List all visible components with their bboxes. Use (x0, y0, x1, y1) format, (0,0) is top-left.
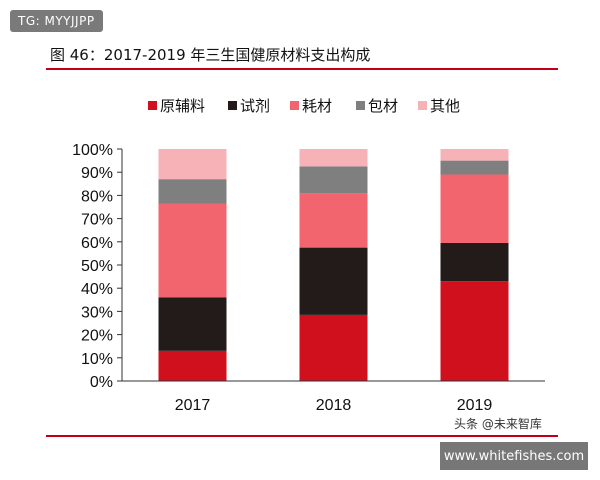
bar-segment (299, 314, 368, 381)
chart-title: 图 46：2017-2019 年三生国健原材料支出构成 (50, 46, 371, 64)
site-badge: www.whitefishes.com (440, 442, 588, 470)
y-tick-label: 20% (81, 328, 113, 345)
bar-segment (158, 297, 227, 351)
legend-swatch (228, 101, 237, 110)
bar-segment (299, 193, 368, 248)
bar-segment (440, 160, 509, 175)
y-tick-label: 70% (81, 212, 113, 229)
bar-segment (158, 350, 227, 381)
y-tick-label: 0% (90, 374, 113, 391)
bar-segment (440, 174, 509, 243)
tg-badge: TG: MYYJJPP (10, 10, 103, 32)
y-tick-label: 100% (72, 142, 113, 159)
bottom-rule (46, 435, 558, 437)
legend-label: 原辅料 (160, 97, 205, 115)
bar-segment (158, 179, 227, 204)
y-tick-label: 40% (81, 281, 113, 298)
legend-label: 其他 (430, 97, 460, 115)
x-tick-label: 2018 (316, 397, 352, 414)
bar-segment (440, 242, 509, 282)
bar-segment (299, 247, 368, 315)
legend-swatch (356, 101, 365, 110)
bar-segment (440, 149, 509, 161)
legend: 原辅料 试剂 耗材 包材 其他 (148, 97, 460, 115)
y-tick-label: 80% (81, 188, 113, 205)
y-tick-label: 10% (81, 351, 113, 368)
bar-segment (158, 149, 227, 180)
bar-segment (440, 281, 509, 381)
legend-swatch (290, 101, 299, 110)
legend-swatch (418, 101, 427, 110)
y-tick-label: 60% (81, 235, 113, 252)
watermark-text: 头条 @未来智库 (452, 415, 544, 432)
y-axis: 0% 10% 20% 30% 40% 50% 60% 70% 80% 90% 100% (72, 142, 123, 391)
bar-segment (158, 203, 227, 298)
x-tick-label: 2017 (175, 397, 211, 414)
title-rule (46, 68, 558, 70)
bars (158, 149, 509, 381)
x-tick-label: 2019 (457, 397, 493, 414)
y-tick-label: 50% (81, 258, 113, 275)
y-tick-label: 90% (81, 165, 113, 182)
legend-label: 试剂 (240, 97, 270, 115)
x-axis: 2017 2018 2019 (122, 380, 545, 414)
legend-label: 包材 (368, 97, 398, 115)
bar-segment (299, 166, 368, 194)
y-tick-label: 30% (81, 304, 113, 321)
bar-segment (299, 149, 368, 167)
legend-label: 耗材 (302, 97, 332, 115)
legend-swatch (148, 101, 157, 110)
